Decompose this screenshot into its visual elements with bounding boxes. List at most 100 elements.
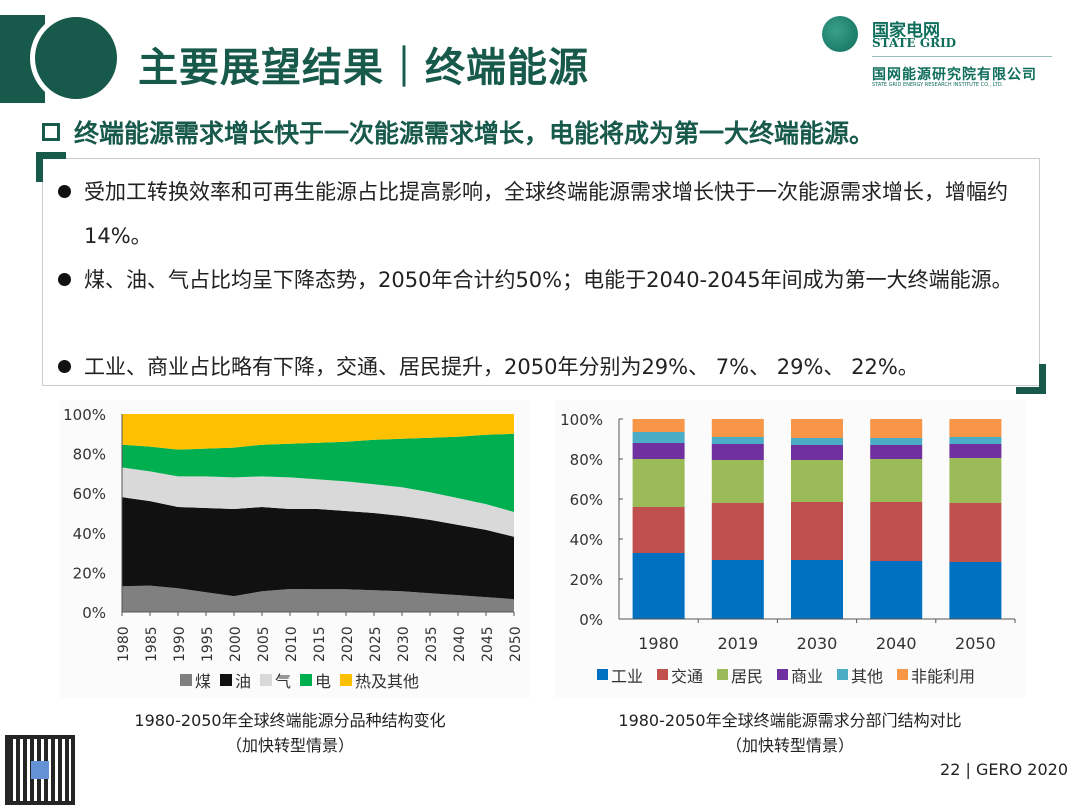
x-tick-label: 2010 [284,626,300,662]
caption-line: 1980-2050年全球终端能源分品种结构变化 [134,711,446,730]
y-tick-label: 40% [570,531,603,549]
x-tick-label: 2000 [228,626,244,662]
bar-segment-非能利用 [791,419,843,438]
bar-segment-交通 [949,503,1002,562]
bar-segment-居民 [711,460,764,503]
bar-segment-交通 [791,502,843,560]
legend-label: 居民 [731,667,763,686]
legend-label: 电 [315,672,331,691]
caption-line: （加快转型情景） [225,736,354,755]
state-grid-logo: 国家电网 STATE GRID 国网能源研究院有限公司 STATE GRID E… [820,14,1060,94]
logo-org-en: STATE GRID ENERGY RESEARCH INSTITUTE CO.… [872,82,1004,88]
x-tick-label: 2025 [368,626,384,662]
legend-label: 商业 [791,667,823,686]
legend-label: 气 [275,672,291,691]
y-tick-label: 60% [73,485,106,503]
y-tick-label: 20% [570,571,603,589]
x-tick-label: 2045 [480,626,496,662]
chart-caption-left: 1980-2050年全球终端能源分品种结构变化 （加快转型情景） [80,708,500,758]
bar-segment-其他 [949,437,1002,444]
bar-segment-居民 [791,460,843,502]
header-circle [30,12,122,104]
square-bullet-icon [42,123,60,141]
x-tick-label: 2030 [396,626,412,662]
area-series-热及其他 [122,414,514,450]
legend-swatch-工业 [597,669,608,680]
y-tick-label: 20% [73,564,106,582]
logo-en: STATE GRID [872,36,957,50]
bar-segment-非能利用 [632,419,685,432]
x-tick-label: 2050 [955,634,996,653]
bullet-item: 煤、油、气占比均呈下降态势，2050年合计约50%；电能于2040-2045年间… [52,258,1032,302]
bar-segment-其他 [791,438,843,445]
bar-segment-商业 [870,445,923,459]
x-tick-label: 2030 [797,634,838,653]
globe-icon [822,16,858,52]
bar-segment-非能利用 [711,419,764,437]
x-tick-label: 2040 [876,634,917,653]
bullet-item: 工业、商业占比略有下降，交通、居民提升，2050年分别为29%、 7%、 29%… [52,345,1032,389]
area-series-煤 [122,585,514,612]
logo-org-cn: 国网能源研究院有限公司 [872,67,1037,83]
chart-caption-right: 1980-2050年全球终端能源需求分部门结构对比 （加快转型情景） [570,708,1010,758]
x-tick-label: 2019 [717,634,758,653]
qr-center-logo [31,761,49,779]
bar-segment-工业 [791,560,843,619]
bar-segment-居民 [870,459,923,502]
legend-label: 热及其他 [355,672,419,691]
legend-swatch-非能利用 [897,669,908,680]
y-tick-label: 100% [63,406,106,424]
bar-segment-工业 [711,560,764,619]
subheading-text: 终端能源需求增长快于一次能源需求增长，电能将成为第一大终端能源。 [74,119,875,148]
bar-segment-工业 [870,561,923,619]
bar-segment-非能利用 [870,419,923,438]
bar-segment-居民 [949,458,1002,503]
bar-segment-商业 [711,444,764,460]
x-tick-label: 2015 [312,626,328,662]
bullet-box [42,158,1040,386]
y-tick-label: 80% [570,451,603,469]
legend-swatch-居民 [717,669,728,680]
x-tick-label: 2005 [256,626,272,662]
x-tick-label: 2040 [452,626,468,662]
legend-swatch-电 [300,674,312,686]
bullet-item: 受加工转换效率和可再生能源占比提高影响，全球终端能源需求增长快于一次能源需求增长… [52,170,1032,258]
corner-decoration [36,152,66,182]
legend-swatch-热及其他 [340,674,352,686]
logo-cn: 国家电网 [872,21,940,41]
bar-segment-非能利用 [949,419,1002,437]
legend-swatch-煤 [180,674,192,686]
page-footer: 22 | GERO 2020 [940,760,1068,779]
legend-label: 交通 [671,667,703,686]
x-tick-label: 1990 [172,626,188,662]
bar-segment-其他 [711,437,764,444]
page-title: 主要展望结果｜终端能源 [138,45,589,91]
legend-label: 非能利用 [911,667,975,686]
bar-segment-居民 [632,459,685,507]
legend-label: 其他 [851,667,883,686]
logo-divider [872,56,1052,57]
caption-line: 1980-2050年全球终端能源需求分部门结构对比 [618,711,962,730]
y-tick-label: 80% [73,446,106,464]
x-tick-label: 2050 [508,626,524,662]
legend-label: 工业 [611,667,643,686]
bar-segment-工业 [632,553,685,619]
y-tick-label: 0% [82,604,106,622]
bar-segment-交通 [711,503,764,560]
y-tick-label: 100% [560,411,603,429]
qr-code [5,735,75,805]
legend-swatch-商业 [777,669,788,680]
caption-line: （加快转型情景） [725,736,854,755]
y-tick-label: 60% [570,491,603,509]
area-series-气 [122,467,514,537]
x-tick-label: 2035 [424,626,440,662]
bar-segment-商业 [632,443,685,459]
bar-segment-其他 [632,432,685,443]
y-tick-label: 40% [73,525,106,543]
area-series-电 [122,433,514,513]
bar-segment-工业 [949,562,1002,619]
corner-decoration [1016,364,1046,394]
legend-swatch-其他 [837,669,848,680]
x-tick-label: 2020 [340,626,356,662]
